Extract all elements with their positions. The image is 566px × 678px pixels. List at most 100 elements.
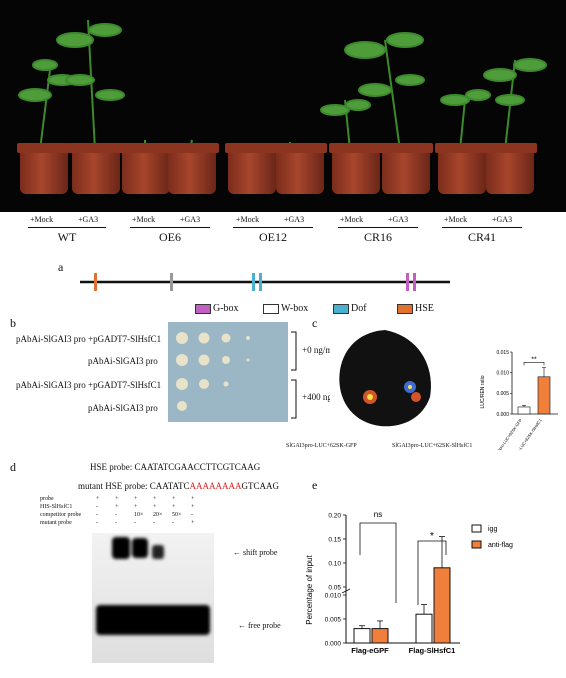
emsa-cell: -: [134, 520, 136, 526]
axis-break: [341, 588, 351, 594]
y1h-row-label: pAbAi-SlGAI3 pro: [88, 403, 158, 413]
chip-bar: [415, 613, 433, 644]
yeast-plate: [168, 322, 288, 422]
plant-photo-svg: [18, 19, 547, 151]
emsa-cell: +: [134, 496, 138, 502]
pot: [225, 143, 279, 194]
genotype-underline: [130, 227, 210, 228]
promoter-diagram: [80, 273, 450, 291]
emsa-row-name: mutant probe: [40, 520, 72, 526]
hse-probe-sequence: CAATATCGAACCTTCGTCAAG: [134, 462, 261, 472]
emsa-cell: +: [115, 504, 119, 510]
legend-swatch: [397, 304, 413, 314]
y-tick-label: 0.015: [496, 350, 509, 356]
chip-ylabel: Percentage of input: [305, 555, 314, 625]
emsa-cell: -: [115, 512, 117, 518]
significance-ns: ns: [374, 510, 382, 519]
treatment-label: +GA3: [78, 215, 99, 224]
luc-ren-chart: LUC/REN ratio 0.000 0.005 0.010 0.015 ** Sl…: [480, 350, 558, 450]
y-tick-label: 0.005: [325, 616, 342, 623]
emsa-row-name: HIS-SlHsfC1: [40, 504, 73, 510]
y-tick-label: 0.10: [328, 560, 341, 567]
legend-label-igg: igg: [488, 526, 497, 533]
dof-site: [252, 273, 255, 291]
emsa-gel: [92, 533, 214, 663]
free-probe-marker: ← free probe: [238, 621, 281, 630]
chip-category-label: Flag-SlHsfC1: [409, 646, 456, 655]
chip-category-label: Flag-eGPF: [351, 646, 389, 655]
leaf-image: [330, 322, 440, 432]
leaf-label-right: SlGAI3pro-LUC+62SK-SlHsfC1: [392, 443, 473, 449]
shift-probe-label: shift probe: [243, 548, 278, 557]
site-marker: [170, 273, 173, 291]
treatment-label: +GA3: [284, 215, 305, 224]
mutant-probe-label: mutant HSE probe:: [78, 481, 148, 491]
significance-star: *: [430, 531, 434, 542]
emsa-row-name: competitor probe: [40, 512, 82, 518]
pot: [483, 143, 537, 194]
hse-site: [94, 273, 97, 291]
treatment-label: +Mock: [340, 215, 364, 224]
emsa-cell: 10×: [134, 512, 144, 518]
y1h-row-label: pAbAi-SlGAI3 pro: [88, 356, 158, 366]
mutant-seq-mutated: AAAAAAAA: [189, 481, 242, 491]
genotype-label: WT: [57, 230, 77, 244]
emsa-cell: +: [153, 504, 157, 510]
legend-label: G-box: [213, 303, 239, 314]
g-box-site: [413, 273, 416, 291]
emsa-cell: +: [191, 520, 195, 526]
significance-bracket: [523, 362, 545, 366]
emsa-conditions: probe HIS-SlHsfC1 competitor probe mutan…: [40, 496, 240, 530]
shift-probe-marker: ← shift probe: [233, 548, 278, 557]
condition-label: +0 ng/ml Aba: [302, 345, 352, 355]
luc-bar: [517, 406, 531, 415]
pot: [329, 143, 383, 194]
legend-swatch: [263, 304, 279, 314]
emsa-cell: +: [134, 504, 138, 510]
y-tick-label: 0.005: [496, 391, 509, 397]
legend-swatch-anti-flag: [471, 540, 482, 549]
genotype-underline: [28, 227, 106, 228]
legend-swatch-igg: [471, 524, 482, 533]
emsa-cell: -: [96, 520, 98, 526]
significance-mark: **: [531, 356, 537, 363]
pot: [379, 143, 433, 194]
genotype-label: CR16: [363, 230, 392, 244]
pot: [273, 143, 327, 194]
y-tick-label: 0.010: [496, 370, 509, 376]
condition-brackets: [291, 331, 297, 419]
y-tick-label: 0.000: [496, 412, 509, 418]
emsa-cell: +: [153, 496, 157, 502]
emsa-cell: +: [191, 504, 195, 510]
treatment-label: +GA3: [492, 215, 513, 224]
pot: [17, 143, 71, 194]
emsa-cell: +: [172, 504, 176, 510]
mutant-seq-suffix: GTCAAG: [241, 481, 280, 491]
pot: [165, 143, 219, 194]
emsa-cell: +: [191, 496, 195, 502]
y-tick-label: 0.000: [325, 640, 342, 647]
mutant-probe-line: mutant HSE probe: CAATATCAAAAAAAAGTCAAG: [78, 481, 279, 491]
y1h-row-label: pAbAi-SlGAI3 pro +pGADT7-SlHsfC1: [16, 334, 162, 344]
legend-label: Dof: [351, 303, 367, 314]
chip-bar: [371, 628, 389, 644]
mutant-seq-prefix: CAATATC: [149, 481, 190, 491]
panel-b-label: b: [10, 316, 16, 330]
emsa-cell: -: [96, 512, 98, 518]
panel-c-label: c: [312, 316, 318, 330]
legend-swatch: [195, 304, 211, 314]
luc-category-label: SlGAI3pro-LUC+62SK-GFP: [490, 417, 523, 450]
legend-swatch: [333, 304, 349, 314]
panel-a-label: a: [58, 260, 64, 274]
genotype-label: CR41: [467, 230, 496, 244]
genotype-underline: [233, 227, 313, 228]
treatment-label: +GA3: [388, 215, 409, 224]
treatment-label: +Mock: [236, 215, 260, 224]
treatment-label: +Mock: [30, 215, 54, 224]
emsa-row-name: probe: [40, 496, 54, 502]
emsa-cell: +: [115, 496, 119, 502]
genotype-label: OE6: [159, 230, 181, 244]
pot: [69, 143, 123, 194]
treatment-label: +Mock: [132, 215, 156, 224]
